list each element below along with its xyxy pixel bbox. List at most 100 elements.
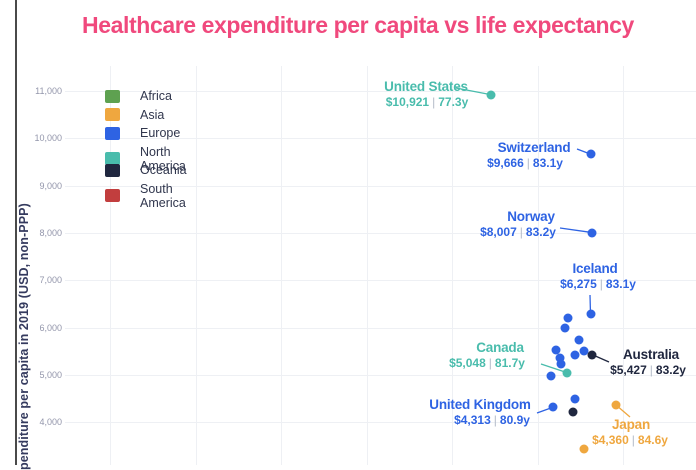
- gridline-horizontal: [65, 185, 696, 187]
- legend-item-label: Oceania: [140, 163, 187, 177]
- gridline-vertical: [537, 66, 539, 465]
- label-value-text: 80.9y: [499, 413, 530, 427]
- label-value-text: |: [488, 356, 492, 370]
- point-europe-10[interactable]: [570, 394, 580, 404]
- point-europe-5[interactable]: [551, 345, 561, 355]
- point-united-states[interactable]: [486, 90, 496, 100]
- point-europe-6[interactable]: [555, 353, 565, 363]
- label-canada: Canada: [476, 340, 524, 355]
- legend-swatch-icon: [105, 152, 120, 165]
- label-united-kingdom: United Kingdom: [429, 397, 531, 412]
- label-value-text: 83.1y: [605, 277, 636, 291]
- y-tick-label: 6,000: [39, 322, 62, 333]
- point-australia[interactable]: [587, 350, 597, 360]
- legend-item-europe[interactable]: Europe: [105, 126, 180, 140]
- legend-swatch-icon: [105, 89, 120, 103]
- point-norway[interactable]: [587, 228, 597, 238]
- label-value-text: 84.6y: [637, 433, 668, 447]
- label-value-text: $9,666: [487, 156, 524, 170]
- label-value-text: 81.7y: [494, 356, 525, 370]
- label-value-text: |: [649, 363, 653, 377]
- y-tick-label: 5,000: [39, 369, 62, 380]
- gridline-horizontal: [65, 138, 696, 140]
- legend-item-north-america[interactable]: North America: [105, 145, 186, 173]
- chart-title: Healthcare expenditure per capita vs lif…: [82, 12, 634, 38]
- legend-item-label: North America: [140, 144, 186, 173]
- label-japan-values: $4,360 | 84.6y: [592, 433, 668, 447]
- label-iceland-values: $6,275 | 83.1y: [560, 277, 636, 291]
- label-value-text: |: [493, 413, 497, 427]
- label-united-states: United States: [384, 79, 468, 94]
- legend-item-label: Europe: [140, 126, 181, 140]
- label-value-text: |: [432, 95, 436, 109]
- gridline-vertical: [366, 66, 368, 465]
- label-value-text: 83.2y: [525, 225, 556, 239]
- label-norway-values: $8,007 | 83.2y: [480, 225, 556, 239]
- label-value-text: |: [599, 277, 603, 291]
- y-tick-label: 11,000: [35, 86, 62, 96]
- label-value-text: $6,275: [560, 277, 597, 291]
- connector-norway: [559, 227, 593, 234]
- point-europe-8[interactable]: [570, 350, 580, 360]
- point-canada[interactable]: [562, 368, 572, 378]
- legend-item-oceania[interactable]: Oceania: [105, 163, 187, 177]
- label-switzerland: Switzerland: [497, 140, 571, 155]
- legend-item-asia[interactable]: Asia: [105, 108, 164, 122]
- point-asia-12[interactable]: [579, 444, 589, 454]
- gridline-horizontal: [65, 374, 696, 376]
- point-switzerland[interactable]: [586, 149, 595, 159]
- label-value-text: |: [519, 225, 523, 239]
- point-iceland[interactable]: [586, 309, 595, 319]
- point-europe-7[interactable]: [556, 359, 566, 369]
- label-australia: Australia: [623, 347, 679, 362]
- connector-united-states: [455, 87, 492, 96]
- legend-item-south-america[interactable]: South America: [105, 182, 186, 210]
- gridline-vertical: [452, 66, 453, 465]
- gridline-vertical: [195, 66, 197, 465]
- gridline-vertical: [623, 66, 624, 465]
- label-value-text: $5,427: [610, 363, 647, 377]
- label-united-kingdom-values: $4,313 | 80.9y: [454, 413, 530, 427]
- y-tick-label: 10,000: [34, 133, 62, 144]
- label-switzerland-values: $9,666 | 83.1y: [487, 156, 563, 170]
- label-value-text: $4,313: [454, 413, 491, 427]
- legend-swatch-icon: [105, 189, 120, 202]
- legend-swatch-icon: [105, 126, 120, 140]
- card-left-border: [15, 0, 17, 465]
- label-value-text: 83.1y: [532, 156, 563, 170]
- point-oceania-11[interactable]: [568, 407, 578, 417]
- point-europe-1[interactable]: [563, 313, 573, 323]
- label-value-text: |: [631, 433, 635, 447]
- y-tick-label: 9,000: [39, 180, 62, 191]
- label-canada-values: $5,048 | 81.7y: [449, 356, 525, 370]
- gridline-horizontal: [65, 280, 696, 282]
- label-united-states-values: $10,921 | 77.3y: [386, 95, 469, 109]
- gridline-horizontal: [65, 422, 696, 424]
- label-value-text: 77.3y: [438, 95, 469, 109]
- label-value-text: $10,921: [385, 95, 430, 109]
- gridline-vertical: [281, 66, 282, 465]
- label-value-text: $8,007: [480, 225, 517, 239]
- label-value-text: $4,360: [592, 433, 629, 447]
- y-tick-label: 4,000: [39, 417, 62, 428]
- gridline-horizontal: [65, 91, 696, 92]
- point-united-kingdom[interactable]: [548, 402, 558, 412]
- label-japan: Japan: [611, 417, 651, 432]
- label-iceland: Iceland: [572, 261, 618, 276]
- point-europe-4[interactable]: [579, 346, 589, 356]
- label-norway: Norway: [507, 209, 555, 224]
- label-value-text: $5,048: [449, 356, 486, 370]
- label-value-text: |: [526, 156, 530, 170]
- gridline-vertical: [110, 66, 111, 465]
- point-europe-2[interactable]: [560, 323, 570, 333]
- legend-item-label: Africa: [140, 89, 172, 103]
- label-australia-values: $5,427 | 83.2y: [610, 363, 686, 377]
- point-japan[interactable]: [611, 400, 621, 410]
- gridline-horizontal: [65, 232, 696, 234]
- point-europe-9[interactable]: [546, 371, 556, 381]
- legend-item-africa[interactable]: Africa: [105, 89, 172, 103]
- point-europe-3[interactable]: [574, 335, 584, 345]
- label-value-text: 83.2y: [655, 363, 686, 377]
- y-tick-label: 7,000: [39, 275, 62, 286]
